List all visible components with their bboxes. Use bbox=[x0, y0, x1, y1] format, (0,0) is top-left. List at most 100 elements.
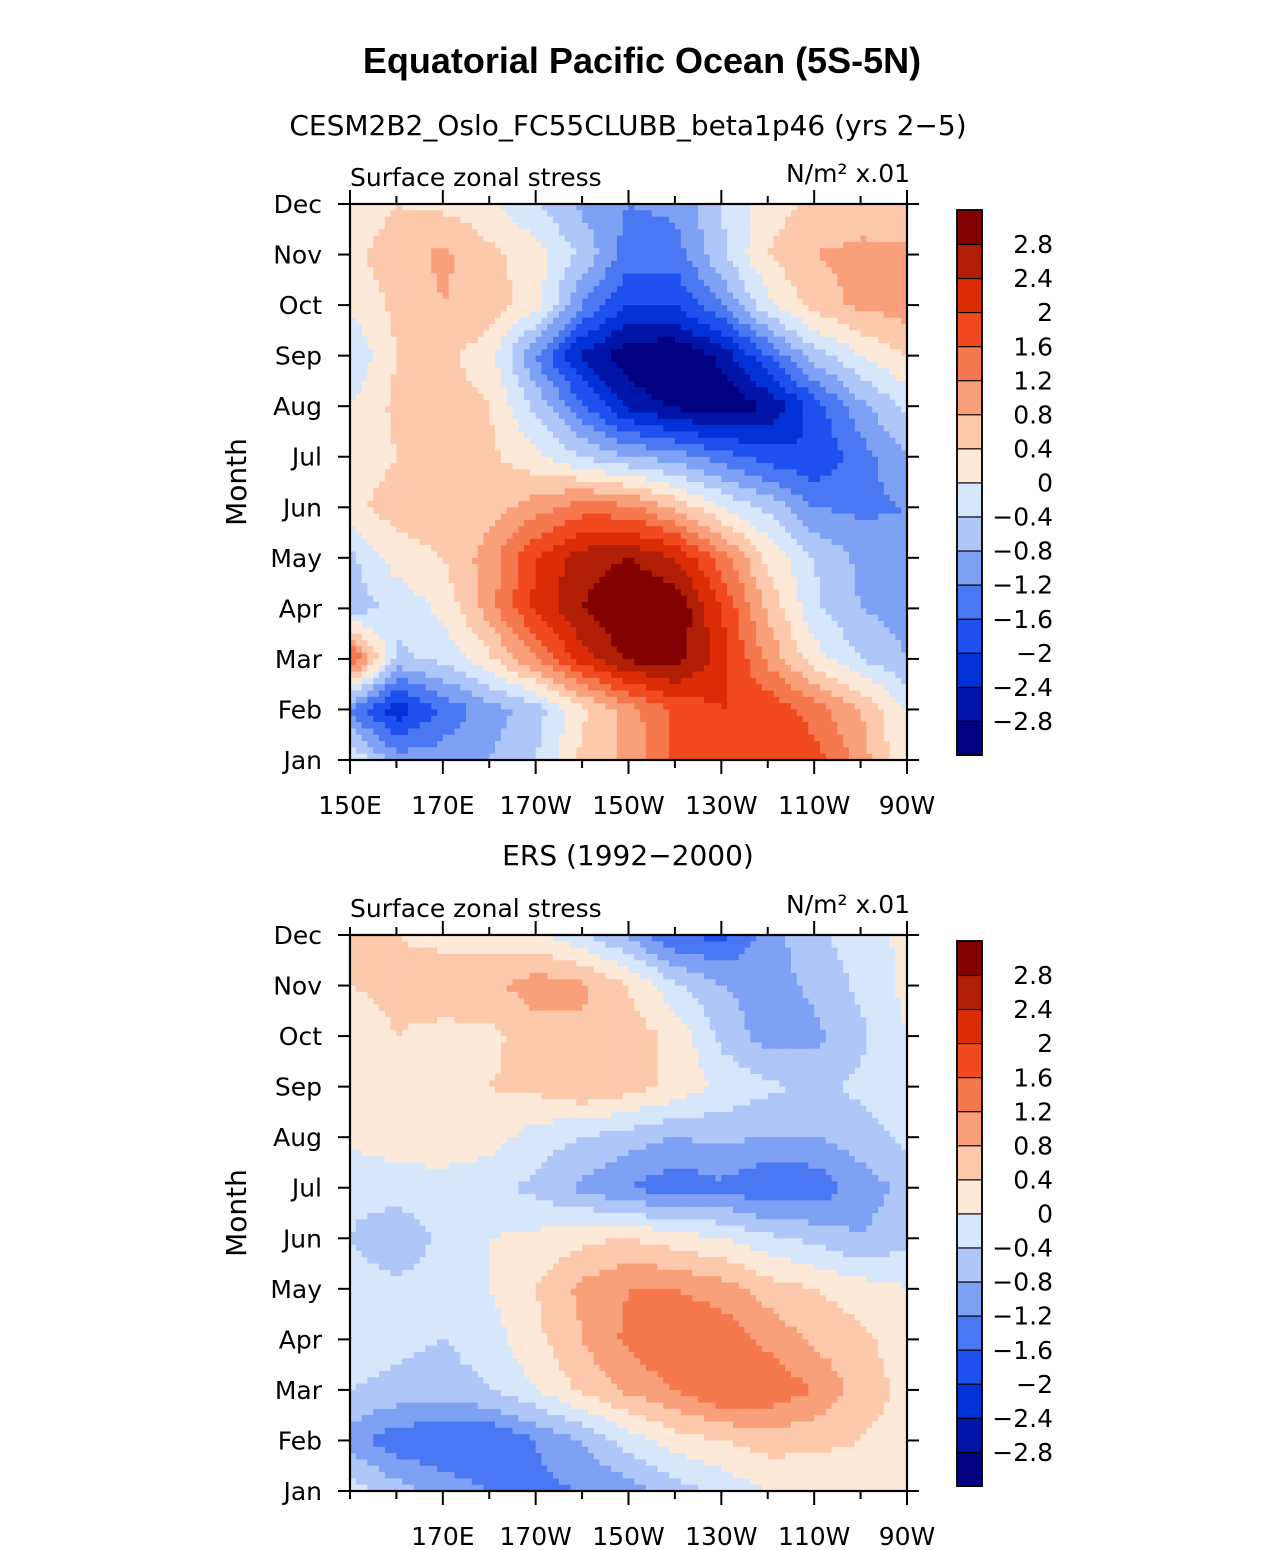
contour-cell bbox=[808, 418, 815, 426]
contour-cell bbox=[384, 463, 392, 470]
contour-cell bbox=[570, 267, 577, 275]
contour-cell bbox=[756, 254, 763, 262]
contour-cell bbox=[848, 393, 856, 401]
contour-cell bbox=[466, 456, 473, 464]
contour-cell bbox=[727, 343, 734, 350]
contour-cell bbox=[442, 286, 450, 294]
contour-cell bbox=[680, 519, 688, 527]
contour-cell bbox=[460, 298, 467, 306]
contour-cell bbox=[767, 286, 775, 294]
contour-cell bbox=[413, 482, 421, 489]
contour-cell bbox=[582, 431, 589, 439]
contour-cell bbox=[524, 260, 531, 268]
contour-cell bbox=[640, 399, 647, 407]
contour-cell bbox=[680, 368, 688, 376]
contour-cell bbox=[361, 368, 368, 376]
contour-cell bbox=[663, 235, 670, 243]
contour-cell bbox=[570, 343, 577, 350]
contour-cell bbox=[808, 406, 815, 414]
contour-cell bbox=[622, 494, 630, 502]
contour-cell bbox=[529, 475, 537, 483]
contour-cell bbox=[877, 450, 885, 458]
contour-cell bbox=[489, 235, 496, 243]
contour-cell bbox=[558, 488, 566, 496]
contour-cell bbox=[802, 380, 809, 388]
contour-cell bbox=[663, 343, 670, 350]
contour-cell bbox=[883, 204, 891, 211]
contour-cell bbox=[408, 374, 415, 382]
contour-cell bbox=[402, 286, 409, 294]
contour-cell bbox=[500, 241, 508, 249]
contour-cell bbox=[756, 279, 763, 287]
contour-cell bbox=[779, 336, 786, 344]
contour-cell bbox=[901, 519, 908, 527]
contour-cell bbox=[361, 412, 368, 420]
contour-cell bbox=[779, 488, 786, 496]
contour-cell bbox=[564, 305, 572, 313]
contour-cell bbox=[831, 273, 838, 281]
contour-cell bbox=[796, 450, 804, 458]
contour-cell bbox=[419, 488, 427, 496]
contour-cell bbox=[674, 387, 682, 395]
contour-cell bbox=[732, 488, 740, 496]
contour-cell bbox=[674, 444, 682, 452]
contour-cell bbox=[506, 349, 514, 357]
contour-cell bbox=[750, 425, 757, 433]
contour-cell bbox=[738, 210, 746, 218]
contour-cell bbox=[367, 399, 374, 407]
contour-cell bbox=[361, 494, 368, 502]
contour-cell bbox=[785, 431, 792, 439]
contour-cell bbox=[657, 387, 664, 395]
contour-cell bbox=[390, 393, 398, 401]
contour-cell bbox=[489, 444, 496, 452]
contour-cell bbox=[512, 286, 519, 294]
contour-cell bbox=[651, 317, 659, 325]
contour-cell bbox=[355, 387, 363, 395]
contour-cell bbox=[489, 380, 496, 388]
contour-cell bbox=[512, 324, 519, 331]
contour-cell bbox=[373, 260, 380, 268]
contour-cell bbox=[901, 317, 908, 325]
contour-cell bbox=[727, 254, 734, 262]
contour-cell bbox=[605, 336, 612, 344]
contour-cell bbox=[785, 273, 792, 281]
contour-cell bbox=[872, 494, 879, 502]
contour-cell bbox=[541, 349, 548, 357]
contour-cell bbox=[500, 519, 508, 527]
contour-cell bbox=[599, 406, 606, 414]
contour-cell bbox=[744, 229, 751, 237]
contour-cell bbox=[860, 387, 867, 395]
contour-cell bbox=[889, 526, 896, 534]
contour-cell bbox=[761, 279, 769, 287]
contour-cell bbox=[529, 380, 537, 388]
contour-cell bbox=[413, 279, 421, 287]
contour-cell bbox=[732, 286, 740, 294]
contour-cell bbox=[605, 216, 612, 224]
contour-cell bbox=[570, 380, 577, 388]
contour-cell bbox=[570, 494, 577, 502]
contour-cell bbox=[524, 286, 531, 294]
contour-cell bbox=[518, 368, 525, 376]
contour-cell bbox=[558, 260, 566, 268]
contour-cell bbox=[350, 248, 357, 256]
contour-cell bbox=[686, 355, 693, 363]
contour-cell bbox=[814, 437, 821, 445]
contour-cell bbox=[454, 273, 461, 281]
contour-cell bbox=[593, 393, 601, 401]
contour-cell bbox=[796, 204, 804, 211]
contour-cell bbox=[483, 229, 490, 237]
contour-cell bbox=[437, 425, 444, 433]
contour-cell bbox=[396, 444, 403, 452]
contour-cell bbox=[825, 387, 833, 395]
contour-cell bbox=[634, 393, 641, 401]
contour-cell bbox=[889, 450, 896, 458]
contour-cell bbox=[402, 229, 409, 237]
contour-cell bbox=[767, 475, 775, 483]
contour-cell bbox=[761, 437, 769, 445]
contour-cell bbox=[437, 279, 444, 287]
contour-cell bbox=[471, 387, 479, 395]
contour-cell bbox=[895, 336, 902, 344]
contour-cell bbox=[396, 482, 403, 489]
contour-cell bbox=[819, 317, 827, 325]
contour-cell bbox=[674, 204, 682, 211]
